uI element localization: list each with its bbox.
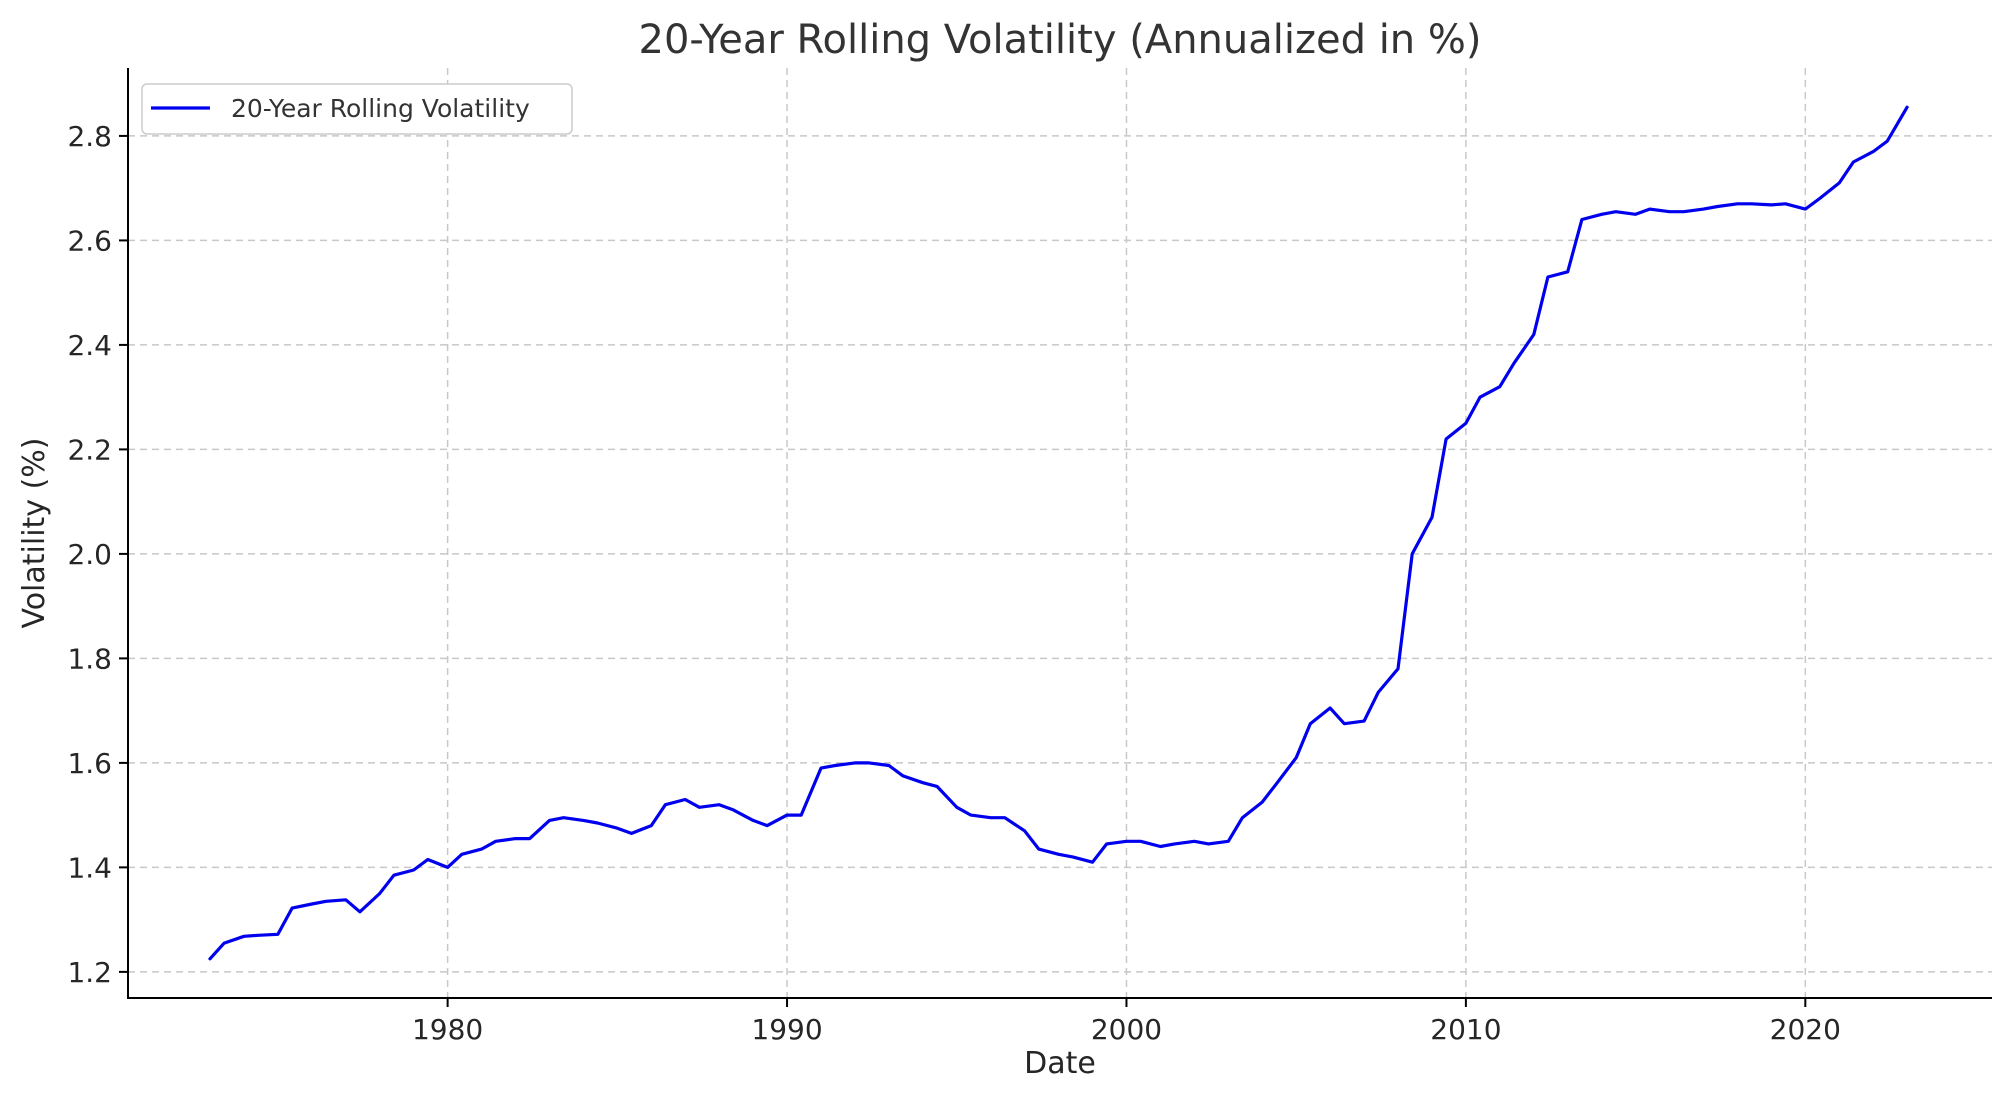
y-tick-label: 2.2: [67, 433, 112, 466]
y-tick-label: 2.6: [67, 224, 112, 257]
x-tick-label: 2000: [1091, 1013, 1162, 1046]
y-tick-label: 1.2: [67, 956, 112, 989]
series-line: [208, 105, 1909, 961]
y-tick-label: 2.8: [67, 120, 112, 153]
x-tick-label: 1990: [751, 1013, 822, 1046]
y-tick-label: 1.8: [67, 642, 112, 675]
y-tick-label: 2.0: [67, 538, 112, 571]
x-axis-ticks: 1980 1990 2000 2010 2020: [412, 998, 1841, 1046]
y-tick-label: 1.4: [67, 851, 112, 884]
y-axis-label: Volatility (%): [17, 437, 52, 628]
chart-title: 20-Year Rolling Volatility (Annualized i…: [639, 17, 1482, 63]
y-tick-label: 2.4: [67, 329, 112, 362]
grid-lines: [128, 68, 1992, 998]
x-tick-label: 1980: [412, 1013, 483, 1046]
x-tick-label: 2010: [1430, 1013, 1501, 1046]
y-tick-label: 1.6: [67, 747, 112, 780]
legend-label: 20-Year Rolling Volatility: [231, 94, 530, 123]
legend-box: [141, 83, 573, 135]
legend: 20-Year Rolling Volatility: [141, 83, 573, 135]
y-axis-ticks: 1.2 1.4 1.6 1.8 2.0 2.2 2.4 2.6 2.8: [67, 120, 128, 989]
x-axis-label: Date: [1024, 1046, 1096, 1081]
x-tick-label: 2020: [1770, 1013, 1841, 1046]
